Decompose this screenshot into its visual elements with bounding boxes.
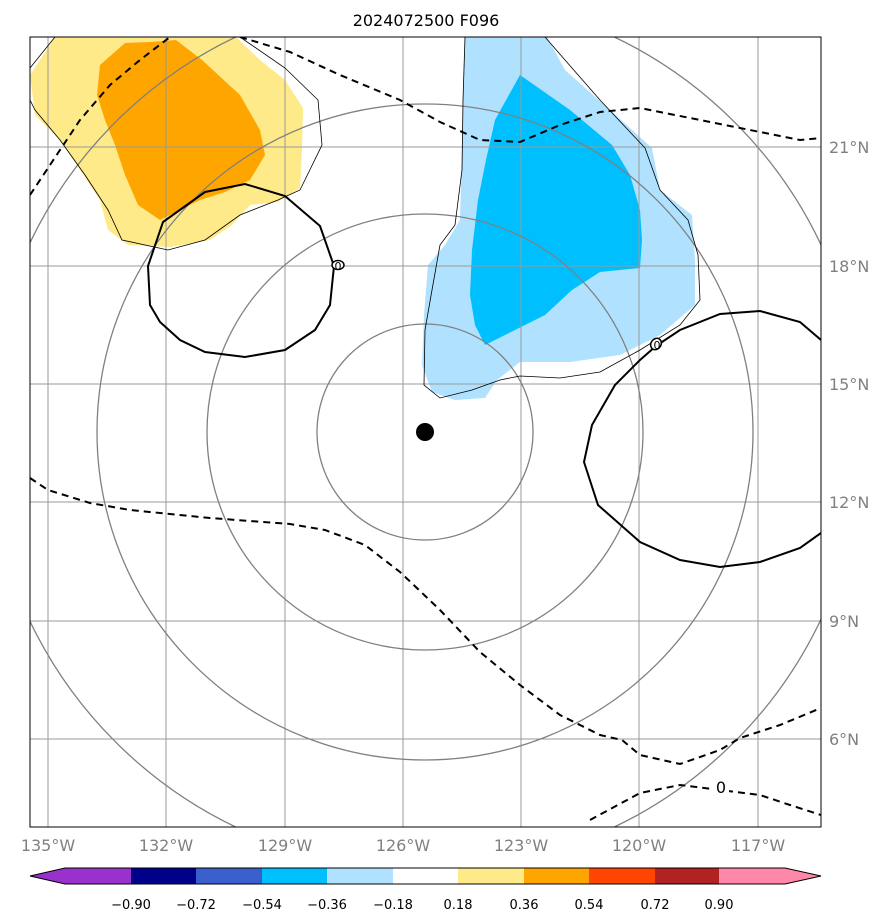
lat-label: 15°N [829,375,869,394]
plot-title: 2024072500 F096 [353,11,500,30]
colorbar-label: 0.18 [444,898,473,913]
lon-label: 126°W [376,836,431,855]
colorbar-label: 0.54 [575,898,604,913]
solid-contour-west [146,182,336,359]
colorbar-segment [785,868,821,884]
colorbar-labels: −0.90 −0.72 −0.54 −0.36 −0.18 0.18 0.36 … [111,898,733,913]
lon-label: 129°W [258,836,313,855]
colorbar-label: −0.18 [373,898,413,913]
lat-label: 9°N [829,612,859,631]
colorbar-label: −0.90 [111,898,151,913]
colorbar-segment [589,868,655,884]
colorbar-label: −0.36 [307,898,347,913]
lon-label: 132°W [139,836,194,855]
lon-label: 123°W [494,836,549,855]
colorbar-segment [655,868,719,884]
colorbar-segment [30,868,65,884]
colorbar-label: 0.72 [641,898,670,913]
lat-label: 21°N [829,138,869,157]
colorbar-segment [65,868,131,884]
colorbar-label: 0.90 [705,898,734,913]
storm-center-marker [416,423,434,441]
colorbar-segment [719,868,785,884]
colorbar-segment [458,868,524,884]
solid-contour-east [582,309,821,569]
thin-contour-west [30,37,323,251]
contour-label: 0 [654,339,661,352]
colorbar-segment [327,868,393,884]
map-frame [29,36,822,828]
colorbar-segment [393,868,458,884]
contour-label: 0 [335,260,342,273]
lat-label: 12°N [829,493,869,512]
colorbar [29,867,822,885]
colorbar-label: −0.72 [176,898,216,913]
latitude-labels: 21°N 18°N 15°N 12°N 9°N 6°N [829,138,869,749]
colorbar-segment [196,868,262,884]
thin-contour-east [423,37,701,399]
colorbar-label: −0.54 [242,898,282,913]
range-rings [30,37,821,827]
lon-label: 117°W [731,836,786,855]
lat-label: 6°N [829,730,859,749]
contour-label: 0 [716,778,726,797]
lat-label: 18°N [829,257,869,276]
lon-label: 135°W [21,836,76,855]
colorbar-label: 0.36 [510,898,539,913]
colorbar-segment [262,868,327,884]
colorbar-segment [524,868,589,884]
lon-label: 120°W [612,836,667,855]
lat-lon-grid [30,37,821,827]
longitude-labels: 135°W 132°W 129°W 126°W 123°W 120°W 117°… [21,836,786,855]
shading-orange [97,40,265,220]
colorbar-segment [131,868,196,884]
